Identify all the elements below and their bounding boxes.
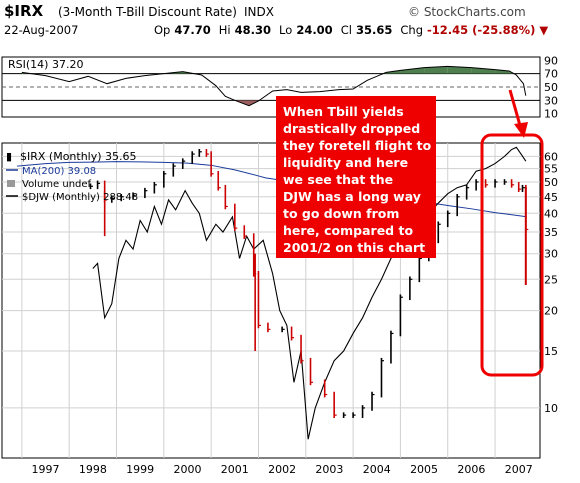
annotation-line-5: we see that the xyxy=(283,172,393,187)
ohlc-readout: Op 47.70 Hi 48.30 Lo 24.00 Cl 35.65 Chg … xyxy=(154,23,548,37)
annotation-line-4: liquidity and here xyxy=(283,155,408,170)
annotation-box xyxy=(276,96,436,258)
chart-date: 22-Aug-2007 xyxy=(4,23,79,37)
price-grid xyxy=(2,143,540,458)
date-tick-label: 2006 xyxy=(457,463,485,476)
annotation-line-2: drastically dropped xyxy=(283,121,420,136)
open-label: Op xyxy=(154,23,171,37)
price-legend: ▮ $IRX (Monthly) 35.65 MA(200) 39.08 Vol… xyxy=(6,150,138,203)
ticker-description: (3-Month T-Bill Discount Rate) xyxy=(58,5,237,19)
date-x-axis: 1997 1998 1999 2000 2001 2002 2003 2004 2005 2006… xyxy=(32,463,533,476)
price-tick-label: 45 xyxy=(544,191,558,204)
date-tick-label: 2002 xyxy=(268,463,296,476)
exchange-label: INDX xyxy=(244,5,274,19)
ma200-line xyxy=(17,161,526,218)
legend-swatch-volume xyxy=(7,180,15,187)
date-tick-label: 2000 xyxy=(173,463,201,476)
price-tick-label: 15 xyxy=(544,345,558,358)
price-tick-label: 30 xyxy=(544,248,558,261)
change-value: -12.45 (-25.88%) xyxy=(427,23,536,37)
annotation-line-8: here, compared to xyxy=(283,223,413,238)
date-tick-label: 2001 xyxy=(221,463,249,476)
annotation-line-7: to go down from xyxy=(283,206,399,221)
price-tick-label: 25 xyxy=(544,273,558,286)
close-label: Cl xyxy=(340,23,352,37)
rsi-overbought-fill xyxy=(495,69,510,74)
price-tick-label: 20 xyxy=(544,305,558,318)
highlight-box xyxy=(480,133,544,377)
legend-glyph-irx: ▮ xyxy=(6,150,12,163)
annotation-line-9: 2001/2 on this chart xyxy=(283,240,425,255)
rsi-overbought-fill xyxy=(447,66,472,74)
rsi-tick-label: 10 xyxy=(544,108,558,121)
highlight-arrowhead-icon xyxy=(514,122,528,138)
price-tick-label: 35 xyxy=(544,226,558,239)
rsi-tick-label: 90 xyxy=(544,54,558,67)
brand-credit: © StockCharts.com xyxy=(408,5,526,19)
price-tick-label: 60 xyxy=(544,150,558,163)
date-tick-label: 2004 xyxy=(363,463,391,476)
price-tick-label: 10 xyxy=(544,402,558,415)
date-tick-label: 1998 xyxy=(79,463,107,476)
high-value: 48.30 xyxy=(234,23,272,37)
date-tick-label: 2007 xyxy=(505,463,533,476)
legend-irx: $IRX (Monthly) 35.65 xyxy=(20,150,137,163)
date-tick-label: 1999 xyxy=(126,463,154,476)
annotation-line-1: When Tbill yields xyxy=(283,104,404,119)
legend-djw: $DJW (Monthly) 288.48 xyxy=(22,192,138,203)
annotation-line-6: DJW has a long way xyxy=(283,189,421,204)
rsi-tick-label: 30 xyxy=(544,94,558,107)
rsi-title: RSI(14) 37.20 xyxy=(8,58,83,71)
ticker-symbol: $IRX xyxy=(4,2,44,20)
legend-volume: Volume undef xyxy=(22,179,92,190)
annotation-line-3: they foretell flight to xyxy=(283,138,432,153)
rsi-fills xyxy=(21,66,514,106)
change-label: Chg xyxy=(400,23,423,37)
high-label: Hi xyxy=(218,23,231,37)
rsi-tick-label: 50 xyxy=(544,81,558,94)
price-frame xyxy=(1,142,541,459)
djw-line xyxy=(92,146,527,440)
low-value: 24.00 xyxy=(296,23,333,37)
date-tick-label: 1997 xyxy=(32,463,60,476)
close-value: 35.65 xyxy=(355,23,393,37)
legend-ma: MA(200) 39.08 xyxy=(22,166,96,177)
irx-bars xyxy=(89,148,529,418)
down-arrow-icon: ▼ xyxy=(539,23,549,37)
low-label: Lo xyxy=(279,23,293,37)
rsi-overbought-fill xyxy=(400,67,425,74)
price-tick-label: 40 xyxy=(544,207,558,220)
date-tick-label: 2003 xyxy=(315,463,343,476)
price-tick-label: 55 xyxy=(544,163,558,176)
rsi-overbought-fill xyxy=(424,66,448,74)
highlight-arrow-line xyxy=(508,89,523,130)
date-tick-label: 2005 xyxy=(410,463,438,476)
open-value: 47.70 xyxy=(174,23,211,37)
price-tick-label: 50 xyxy=(544,176,558,189)
rsi-line xyxy=(21,65,527,107)
rsi-tick-label: 70 xyxy=(544,68,558,81)
